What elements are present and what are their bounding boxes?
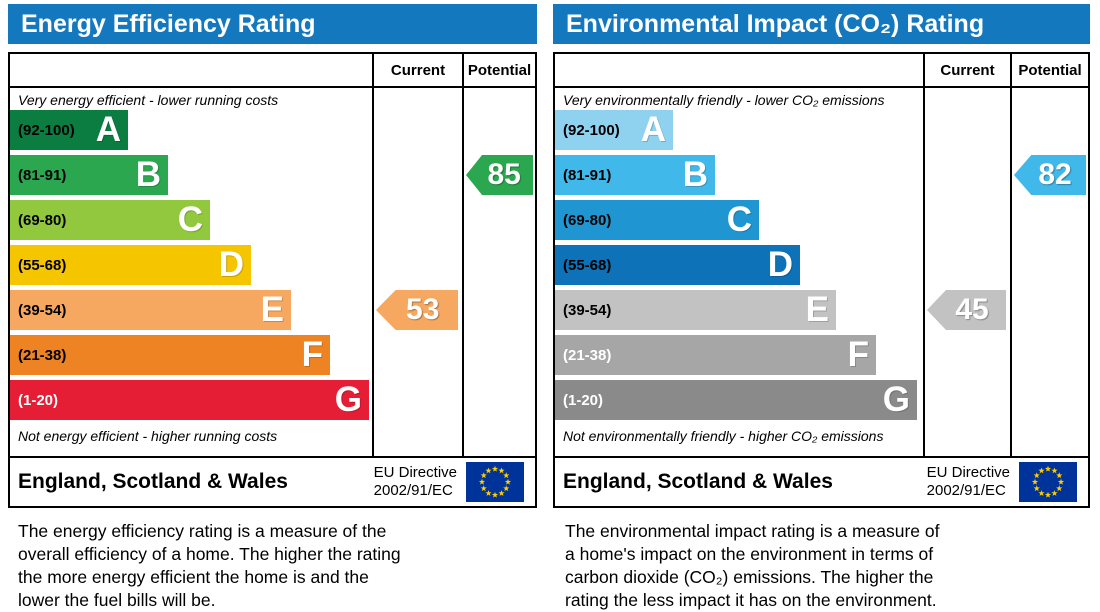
band-grade: A	[640, 110, 666, 149]
band-range: (81-91)	[18, 166, 67, 184]
band-grade: G	[334, 380, 362, 419]
energy-efficiency-title-bar: Energy Efficiency Rating	[8, 4, 537, 44]
current-rating-arrow: 53	[376, 290, 458, 330]
top-note: Very energy efficient - lower running co…	[18, 92, 279, 108]
band-grade: C	[177, 200, 203, 239]
potential-rating-arrow: 85	[466, 155, 533, 195]
band-grade: F	[847, 335, 869, 374]
band-grade: D	[218, 245, 244, 284]
column-divider	[1010, 88, 1012, 456]
eu-directive-label: EU Directive 2002/91/EC	[373, 464, 457, 499]
eu-flag-icon	[466, 462, 524, 502]
band-a: (92-100) A	[555, 110, 673, 150]
band-range: (92-100)	[18, 121, 75, 139]
chart-header-row: Current Potential	[10, 54, 535, 88]
band-b: (81-91) B	[10, 155, 168, 195]
band-d: (55-68) D	[10, 245, 251, 285]
band-range: (1-20)	[563, 391, 604, 409]
band-range: (1-20)	[18, 391, 59, 409]
column-divider	[372, 88, 374, 456]
band-range: (39-54)	[18, 301, 67, 319]
energy-efficiency-chart: Current Potential Very energy efficient …	[8, 52, 537, 508]
eu-directive-label: EU Directive 2002/91/EC	[926, 464, 1010, 499]
band-b: (81-91) B	[555, 155, 715, 195]
chart-footer: England, Scotland & Wales EU Directive 2…	[555, 458, 1088, 506]
bottom-note: Not energy efficient - higher running co…	[18, 428, 278, 444]
band-range: (69-80)	[18, 211, 67, 229]
potential-column-header: Potential	[467, 61, 532, 79]
current-rating-value: 45	[955, 293, 989, 326]
band-grade: E	[260, 290, 284, 329]
current-column-header: Current	[390, 61, 446, 79]
column-divider	[372, 54, 374, 86]
band-g: (1-20) G	[555, 380, 917, 420]
column-divider	[462, 54, 464, 86]
region-label: England, Scotland & Wales	[18, 470, 288, 493]
rating-band-area: Very energy efficient - lower running co…	[10, 88, 535, 458]
band-grade: C	[726, 200, 752, 239]
band-range: (81-91)	[563, 166, 612, 184]
panel-title: Energy Efficiency Rating	[21, 9, 316, 38]
energy-efficiency-description: The energy efficiency rating is a measur…	[18, 521, 401, 610]
environmental-impact-panel: Environmental Impact (CO₂) Rating Curren…	[553, 4, 1090, 508]
band-range: (92-100)	[563, 121, 620, 139]
environmental-impact-description: The environmental impact rating is a mea…	[565, 521, 940, 610]
eu-flag-icon	[1019, 462, 1077, 502]
band-c: (69-80) C	[10, 200, 210, 240]
current-rating-arrow: 45	[927, 290, 1006, 330]
band-c: (69-80) C	[555, 200, 759, 240]
band-range: (69-80)	[563, 211, 612, 229]
rating-band-area: Very environmentally friendly - lower CO…	[555, 88, 1088, 458]
potential-column-header: Potential	[1018, 61, 1082, 79]
panel-title: Environmental Impact (CO₂) Rating	[566, 9, 985, 38]
energy-efficiency-panel: Energy Efficiency Rating Current Potenti…	[8, 4, 537, 508]
band-range: (55-68)	[18, 256, 67, 274]
band-f: (21-38) F	[10, 335, 330, 375]
band-g: (1-20) G	[10, 380, 369, 420]
column-divider	[1010, 54, 1012, 86]
band-grade: G	[882, 380, 910, 419]
column-divider	[462, 88, 464, 456]
potential-rating-value: 82	[1038, 158, 1072, 191]
environmental-impact-chart: Current Potential Very environmentally f…	[553, 52, 1090, 508]
current-column-header: Current	[940, 61, 995, 79]
band-range: (39-54)	[563, 301, 612, 319]
band-grade: A	[95, 110, 121, 149]
potential-rating-arrow: 82	[1014, 155, 1086, 195]
band-f: (21-38) F	[555, 335, 876, 375]
band-grade: D	[767, 245, 793, 284]
environmental-impact-title-bar: Environmental Impact (CO₂) Rating	[553, 4, 1090, 44]
band-range: (21-38)	[18, 346, 67, 364]
band-d: (55-68) D	[555, 245, 800, 285]
band-e: (39-54) E	[10, 290, 291, 330]
band-grade: B	[135, 155, 161, 194]
column-divider	[923, 54, 925, 86]
potential-rating-value: 85	[487, 158, 521, 191]
band-a: (92-100) A	[10, 110, 128, 150]
region-label: England, Scotland & Wales	[563, 470, 833, 493]
band-range: (55-68)	[563, 256, 612, 274]
column-divider	[923, 88, 925, 456]
band-e: (39-54) E	[555, 290, 836, 330]
band-grade: E	[805, 290, 829, 329]
chart-header-row: Current Potential	[555, 54, 1088, 88]
band-grade: F	[301, 335, 323, 374]
top-note: Very environmentally friendly - lower CO…	[563, 92, 885, 108]
current-rating-value: 53	[406, 293, 440, 326]
chart-footer: England, Scotland & Wales EU Directive 2…	[10, 458, 535, 506]
band-grade: B	[682, 155, 708, 194]
bottom-note: Not environmentally friendly - higher CO…	[563, 428, 884, 444]
band-range: (21-38)	[563, 346, 612, 364]
